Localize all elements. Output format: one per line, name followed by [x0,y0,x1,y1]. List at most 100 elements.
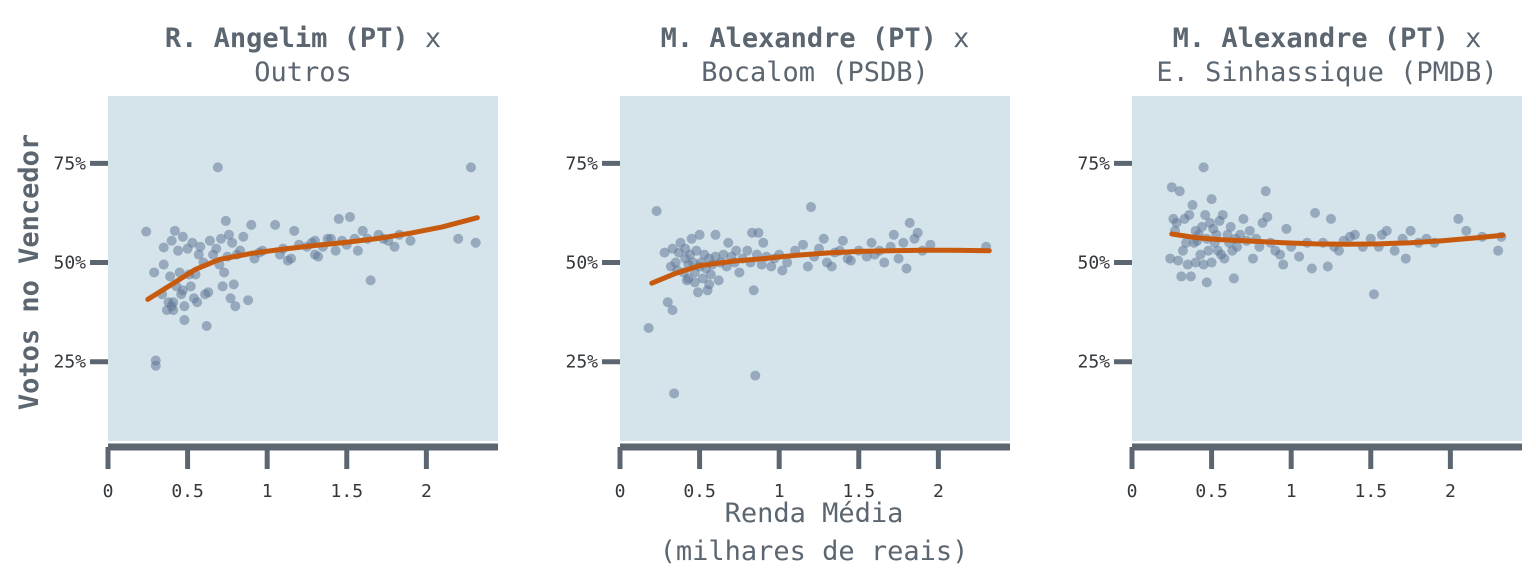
data-point [192,297,203,308]
x-axis-label: Renda Média [725,498,904,529]
data-point [697,273,708,284]
data-point [1294,251,1305,262]
data-point [1235,229,1246,240]
data-point [1333,245,1344,256]
data-point [365,275,376,286]
data-point [1365,233,1376,244]
data-point [141,226,152,237]
data-point [866,237,877,248]
data-point [1198,259,1209,270]
data-point [289,225,300,236]
data-point [669,388,680,399]
data-point [912,227,923,238]
data-point [782,257,793,268]
data-point [861,251,872,262]
data-point [1349,229,1360,240]
data-point [352,245,363,256]
y-tick-label: 50% [1077,253,1110,274]
data-point [777,265,788,276]
data-point [150,355,161,366]
data-point [893,253,904,264]
data-point [1225,221,1236,232]
data-point [238,231,249,242]
data-point [168,297,179,308]
data-point [1275,249,1286,260]
data-point [158,259,169,270]
data-point [734,267,745,278]
data-point [243,295,254,306]
data-point [742,245,753,256]
data-point [845,255,856,266]
data-point [1244,225,1255,236]
data-point [223,229,234,240]
data-point [713,275,724,286]
data-point [201,321,212,331]
data-point [1200,209,1211,220]
x-tick-label: 1 [1286,481,1297,502]
data-point [723,237,734,248]
data-point [748,285,759,296]
data-point [837,235,848,246]
data-point [389,241,400,252]
data-point [286,253,297,264]
panel-title: M. Alexandre (PT) x [1173,23,1482,54]
data-point [1228,273,1239,284]
data-point [705,269,716,280]
data-point [465,162,476,173]
data-point [1166,182,1177,193]
data-point [879,257,890,268]
data-point [344,211,355,222]
x-tick-label: 0 [103,481,114,502]
data-point [166,235,177,246]
panel-title-main: R. Angelim (PT) [165,23,409,54]
data-point [158,242,169,253]
data-point [689,277,700,288]
data-point [204,235,215,246]
y-tick-label: 25% [565,352,598,373]
data-point [195,241,206,252]
data-point [270,219,281,230]
data-point [1181,237,1192,248]
data-point [1262,211,1273,222]
data-point [1197,221,1208,232]
data-point [1306,263,1317,274]
y-tick-label: 25% [53,352,86,373]
y-tick-label: 75% [53,153,86,174]
panel-subtitle: Bocalom (PSDB) [701,57,929,88]
data-point [718,249,729,260]
data-point [1381,225,1392,236]
data-point [818,233,829,244]
data-point [149,267,160,278]
data-point [1238,213,1249,224]
data-point [1232,241,1243,252]
y-tick-label: 50% [53,253,86,274]
data-point [670,257,681,268]
data-point [826,261,837,272]
data-point [212,162,223,173]
data-point [169,225,180,236]
x-tick-label: 2 [1445,481,1456,502]
data-point [710,229,721,240]
data-point [1171,217,1182,228]
data-point [1400,253,1411,264]
smooth-trend-line [145,215,480,302]
data-point [187,237,198,248]
data-point [219,267,230,278]
x-tick-label: 0.5 [1195,481,1228,502]
panel-title-main: M. Alexandre (PT) [1173,23,1449,54]
data-point [220,215,231,226]
data-point [453,233,464,244]
panel-title-suffix: x [937,23,970,54]
x-tick-label: 1 [262,481,273,502]
data-point [1174,186,1185,197]
data-point [1195,249,1206,260]
data-point [802,261,813,272]
panel-title: R. Angelim (PT) x [165,23,441,54]
data-point [1185,271,1196,282]
data-point [203,287,214,298]
data-point [686,233,697,244]
data-point [693,287,703,298]
data-point [1165,253,1176,264]
